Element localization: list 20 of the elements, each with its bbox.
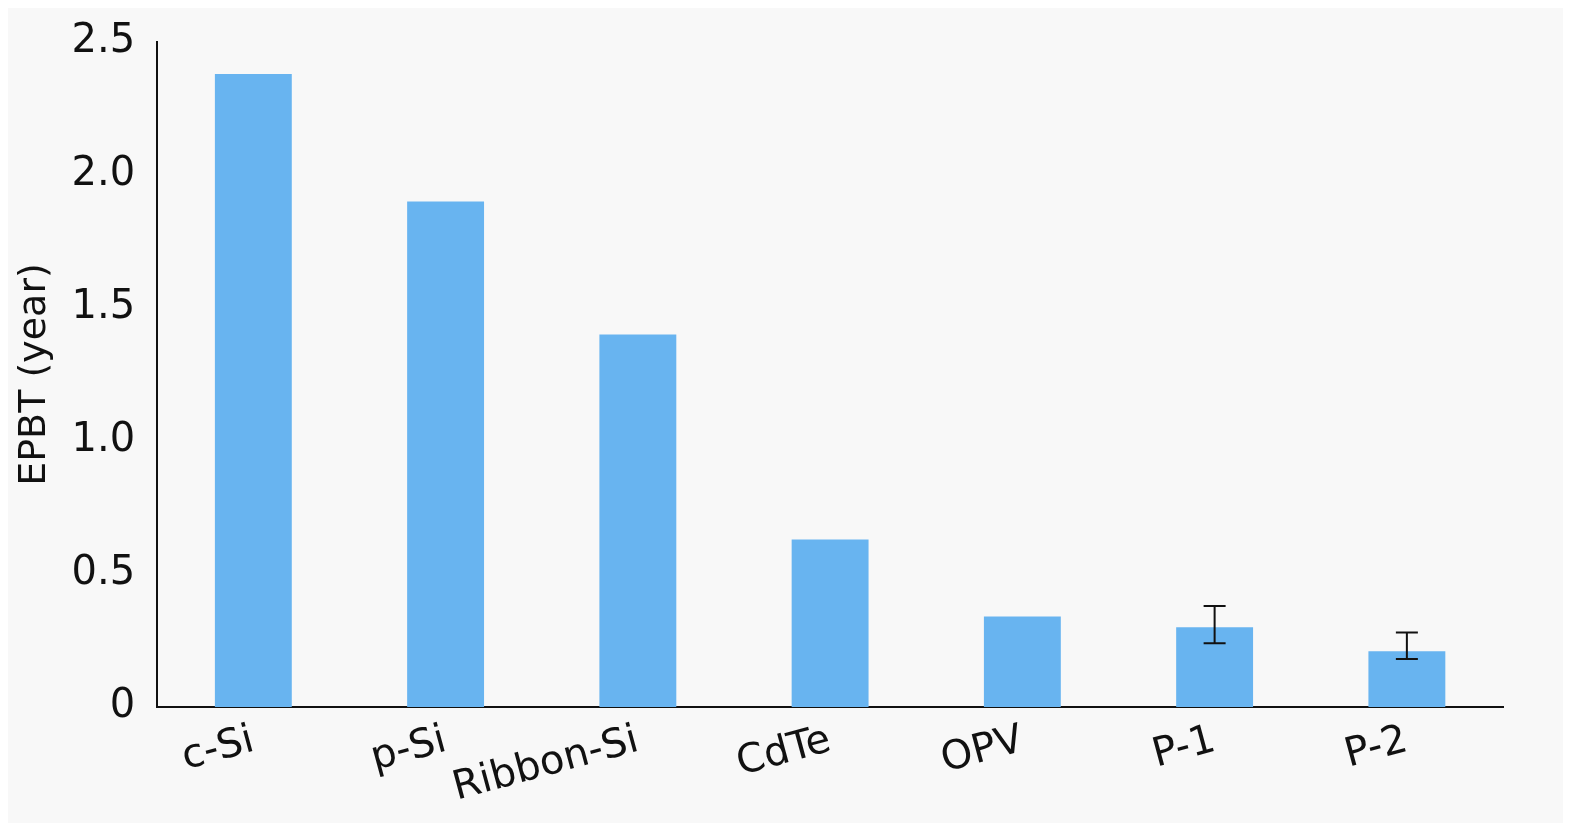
bar: [1368, 651, 1446, 707]
y-tick-label: 0.5: [71, 547, 136, 594]
y-tick-label: 1.5: [71, 281, 136, 328]
bar: [599, 334, 677, 707]
bar: [791, 539, 869, 707]
bar: [407, 201, 485, 707]
x-tick-label: CdTe: [730, 714, 836, 784]
bar: [1176, 627, 1254, 707]
x-tick-label: P-2: [1339, 714, 1412, 776]
y-tick-label: 2.5: [71, 15, 136, 62]
x-tick-label: P-1: [1146, 714, 1220, 776]
x-tick-label: OPV: [935, 714, 1029, 781]
x-tick-label: p-Si: [364, 714, 451, 779]
y-axis-title: EPBT (year): [9, 263, 54, 486]
y-tick-label: 0: [109, 680, 136, 727]
y-tick-label: 1.0: [71, 414, 136, 461]
x-tick-label: c-Si: [176, 714, 259, 778]
y-tick-label: 2.0: [71, 148, 136, 195]
bar: [214, 73, 292, 707]
bar: [983, 616, 1061, 707]
